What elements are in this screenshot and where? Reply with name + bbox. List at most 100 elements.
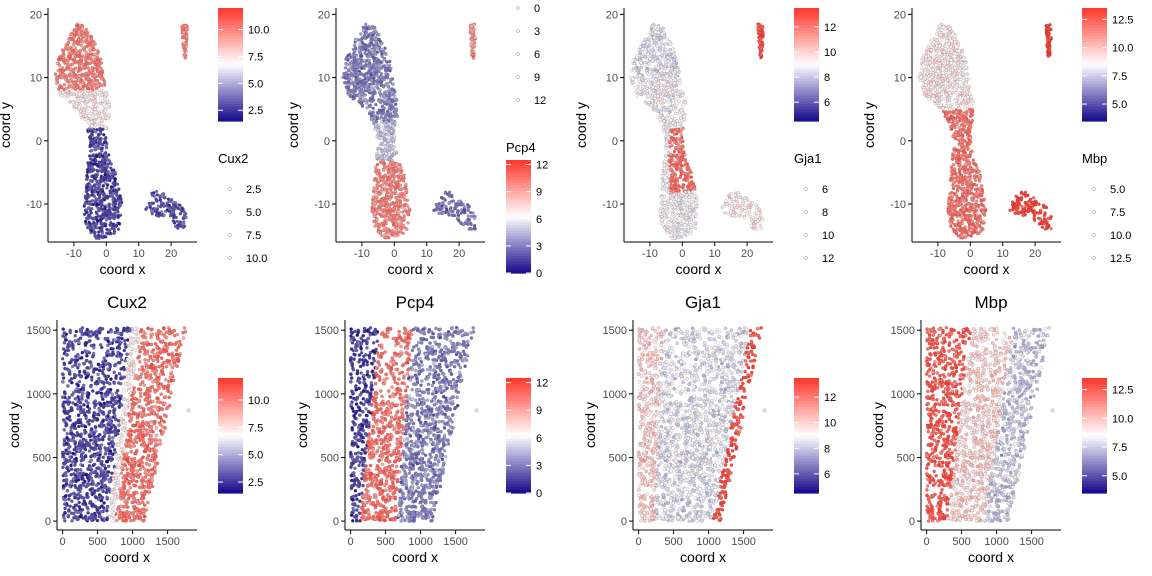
point — [72, 92, 76, 96]
point — [354, 75, 358, 79]
point — [379, 115, 384, 119]
point — [660, 218, 664, 222]
point — [377, 126, 381, 130]
point — [75, 59, 79, 64]
point — [461, 202, 465, 206]
point — [372, 219, 376, 224]
point — [659, 111, 663, 115]
point — [346, 68, 351, 72]
point — [172, 220, 176, 224]
colorbar-tick-label: 6 — [824, 97, 830, 109]
point — [372, 76, 376, 80]
point — [743, 203, 747, 208]
point — [661, 92, 665, 97]
point — [182, 35, 187, 39]
point — [181, 207, 185, 211]
point — [99, 109, 103, 113]
point — [654, 56, 658, 60]
point — [71, 100, 75, 105]
point — [87, 201, 91, 205]
point — [95, 137, 99, 141]
point — [83, 101, 88, 106]
point — [61, 51, 66, 56]
point — [77, 105, 81, 109]
point — [371, 106, 375, 110]
point — [395, 170, 399, 174]
point — [393, 208, 397, 212]
point — [372, 186, 376, 190]
point — [631, 77, 635, 81]
point — [666, 95, 670, 99]
point — [96, 107, 100, 111]
point — [62, 73, 66, 77]
point — [376, 37, 381, 41]
point — [382, 58, 386, 62]
point — [682, 117, 686, 121]
point — [436, 205, 440, 209]
point — [93, 95, 97, 99]
point — [148, 205, 153, 210]
x-tick-label: 10 — [709, 248, 721, 260]
point — [111, 198, 115, 202]
point — [86, 65, 90, 69]
point — [61, 90, 65, 95]
point — [683, 190, 688, 194]
point — [695, 204, 699, 208]
point — [375, 218, 379, 222]
point — [162, 213, 166, 217]
point — [966, 233, 970, 237]
point — [354, 53, 359, 57]
point — [345, 62, 349, 67]
point — [678, 122, 682, 126]
point — [361, 46, 365, 50]
point — [90, 41, 95, 46]
point — [86, 107, 90, 111]
colorbar-tick-label: 9 — [536, 187, 542, 199]
point — [659, 89, 663, 94]
point — [935, 32, 939, 36]
point — [639, 61, 643, 65]
point — [69, 71, 73, 75]
point — [352, 59, 357, 64]
point — [66, 41, 70, 45]
point — [368, 89, 372, 93]
point — [159, 213, 163, 217]
size-legend-title: Cux2 — [218, 151, 248, 166]
point — [760, 217, 765, 222]
point — [388, 215, 392, 219]
point — [67, 55, 71, 59]
point — [687, 198, 691, 202]
point — [374, 202, 378, 206]
point — [646, 94, 650, 98]
point — [399, 165, 403, 170]
point — [405, 227, 409, 231]
point — [101, 115, 105, 120]
point — [683, 200, 687, 204]
point — [691, 208, 696, 212]
point — [647, 61, 651, 66]
point — [85, 111, 89, 115]
point — [677, 99, 681, 103]
point — [104, 90, 108, 94]
point — [103, 124, 108, 129]
point — [666, 113, 670, 118]
point — [376, 169, 380, 173]
colorbar-tick-label: 6 — [536, 214, 542, 226]
point — [653, 103, 658, 107]
point — [679, 150, 683, 154]
point — [403, 185, 407, 189]
point — [109, 185, 114, 189]
point — [473, 227, 477, 231]
point — [376, 153, 380, 158]
point — [378, 224, 382, 228]
point — [683, 172, 688, 176]
point — [83, 39, 88, 43]
point — [69, 67, 73, 71]
point — [99, 189, 103, 193]
point — [359, 32, 363, 36]
point — [81, 73, 86, 78]
point — [107, 174, 111, 178]
point — [90, 124, 94, 128]
point — [366, 55, 370, 59]
